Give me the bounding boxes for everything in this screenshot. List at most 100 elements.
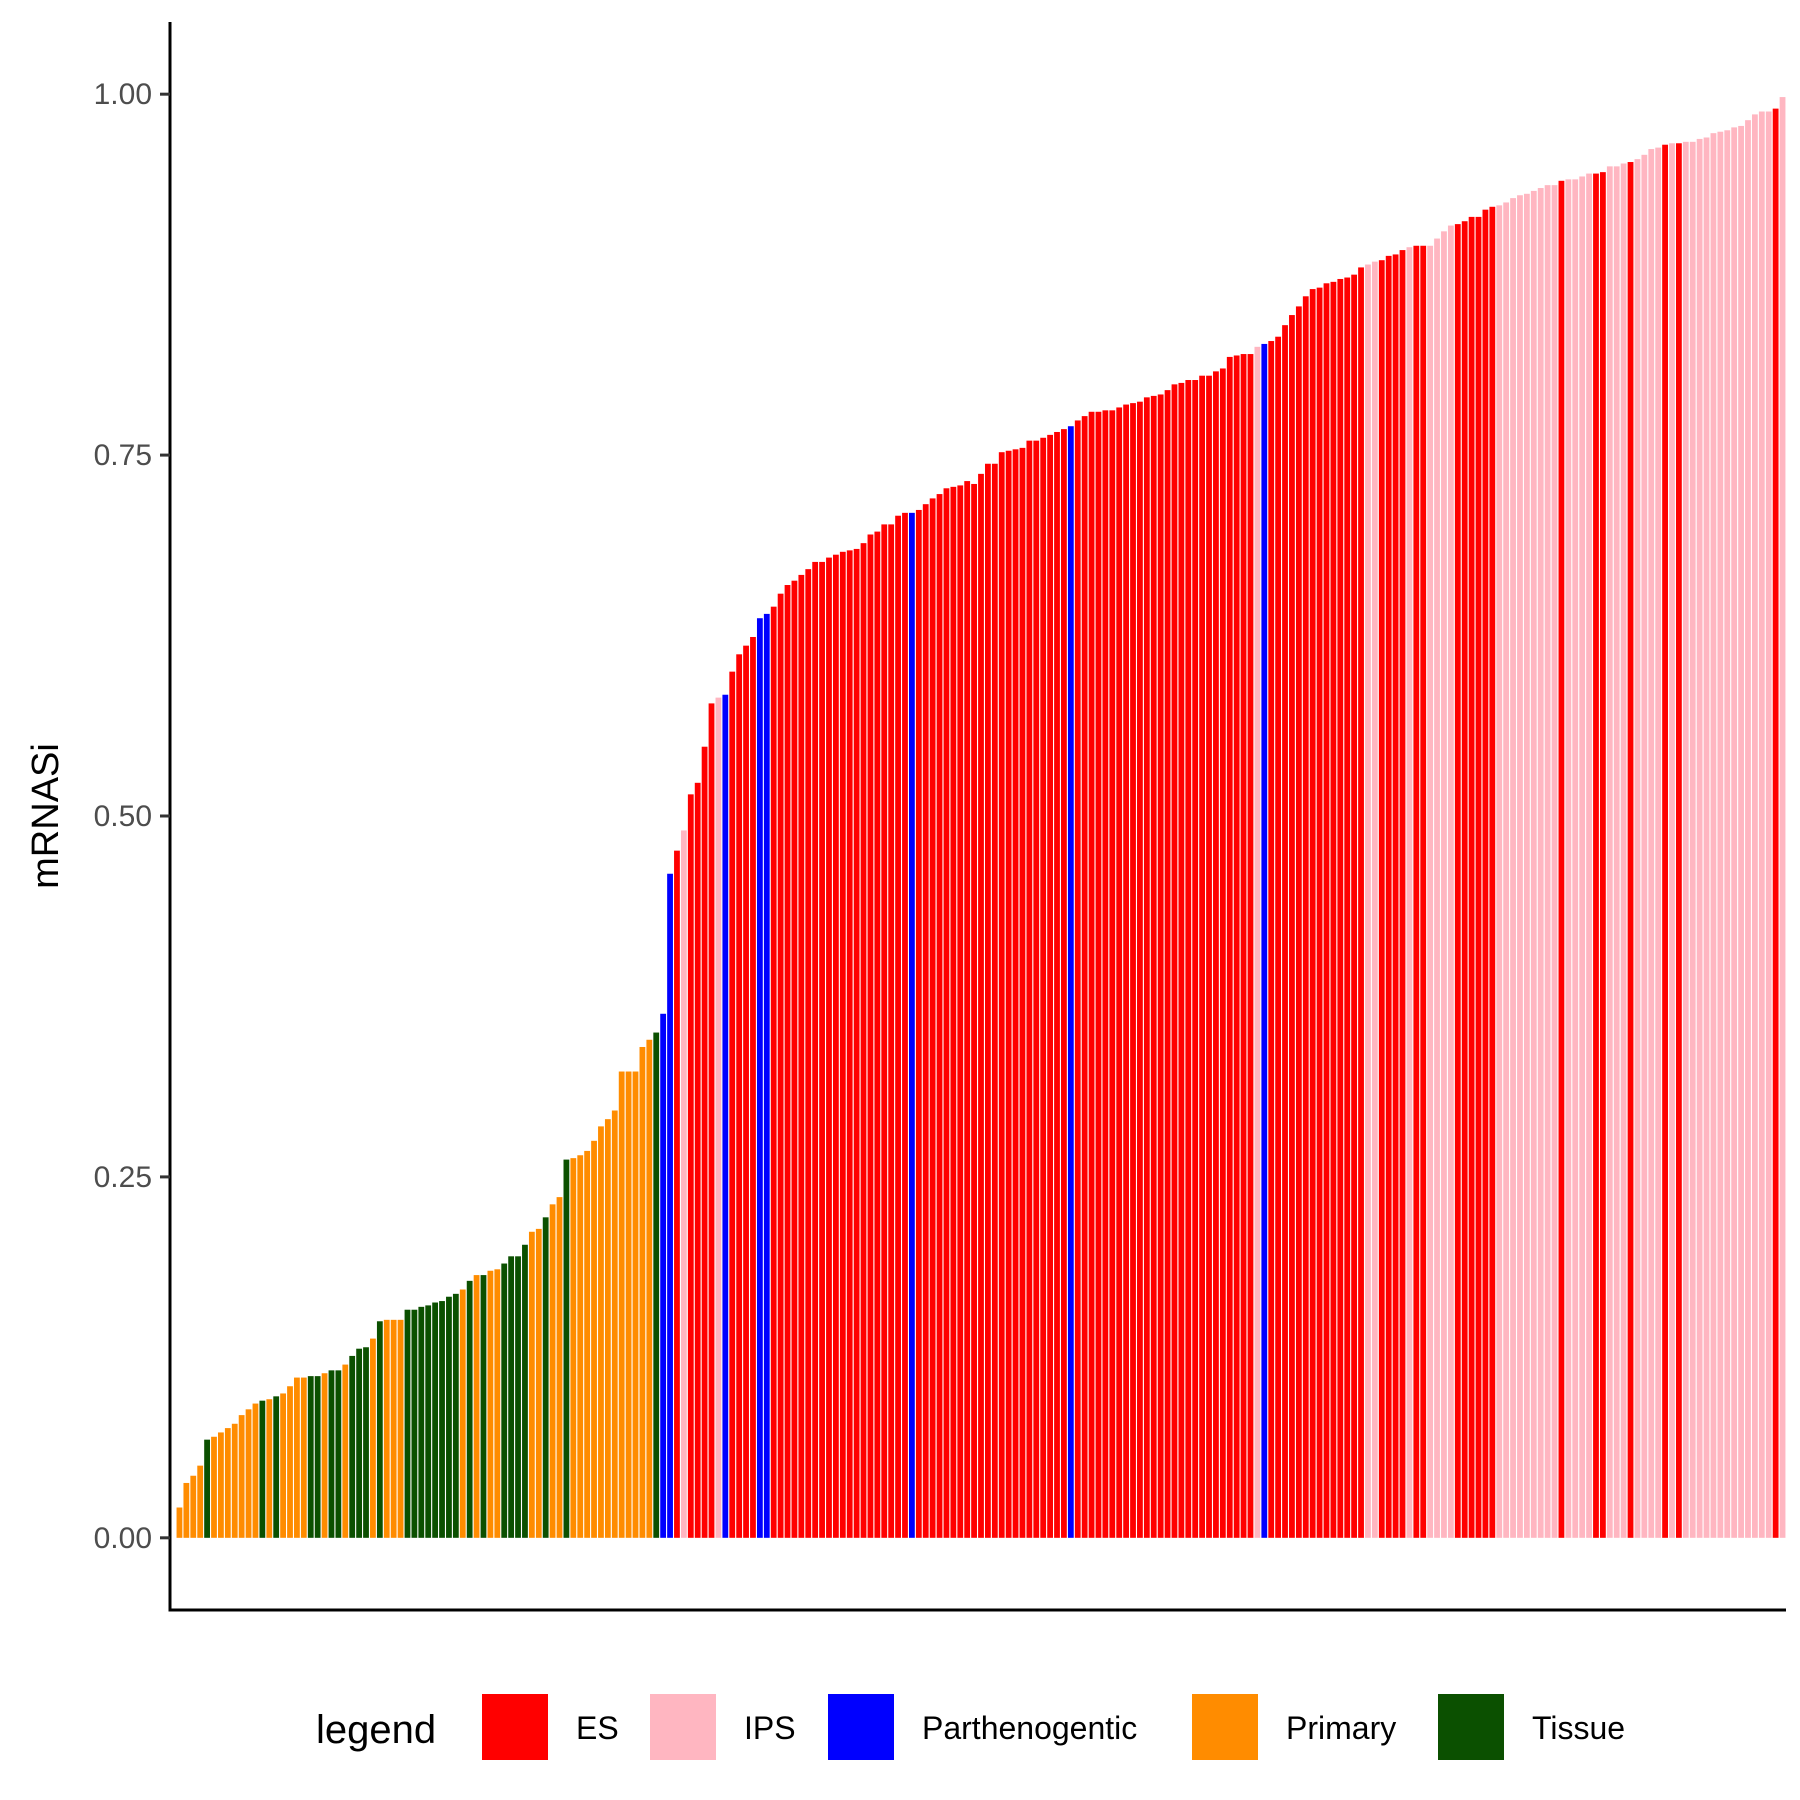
bar-es — [1593, 173, 1599, 1538]
bar-es — [1482, 209, 1489, 1538]
legend: legend ES IPS Parthenogentic Primary Tissue — [316, 1694, 1625, 1760]
bar-ips — [1496, 205, 1503, 1538]
bar-ips — [1724, 130, 1731, 1538]
bar-primary — [618, 1071, 625, 1538]
bar-es — [1337, 278, 1344, 1538]
bar-primary — [646, 1039, 653, 1538]
bar-tissue — [522, 1244, 528, 1538]
bar-ips — [1406, 247, 1413, 1538]
bar-tissue — [425, 1305, 432, 1538]
bar-ips — [1620, 163, 1627, 1538]
legend-label-parthenogentic: Parthenogentic — [922, 1710, 1137, 1746]
bar-es — [1143, 397, 1150, 1538]
bar-es — [1213, 371, 1219, 1538]
bar-primary — [321, 1373, 328, 1538]
bar-parthenogentic — [756, 618, 763, 1538]
bar-es — [729, 671, 736, 1538]
bar-primary — [639, 1046, 646, 1538]
bar-primary — [535, 1228, 542, 1538]
bar-es — [736, 654, 743, 1538]
bar-ips — [1441, 231, 1447, 1538]
legend-key-primary — [1192, 1694, 1258, 1760]
legend-label-es: ES — [576, 1710, 619, 1746]
bar-ips — [1434, 238, 1440, 1538]
bar-parthenogentic — [722, 694, 729, 1538]
bar-primary — [176, 1507, 183, 1538]
bar-primary — [224, 1428, 231, 1538]
bar-ips — [1758, 111, 1765, 1538]
bar-primary — [625, 1071, 632, 1538]
bar-es — [791, 580, 798, 1538]
bar-es — [867, 534, 874, 1538]
legend-label-tissue: Tissue — [1532, 1710, 1625, 1746]
bar-ips — [1738, 125, 1744, 1538]
bar-tissue — [273, 1396, 280, 1538]
bar-es — [1489, 206, 1496, 1538]
bar-primary — [287, 1386, 293, 1538]
bar-es — [846, 550, 853, 1538]
legend-key-es — [482, 1694, 548, 1760]
bar-es — [1420, 245, 1427, 1538]
bar-es — [743, 645, 749, 1538]
bar-ips — [1530, 190, 1537, 1538]
bar-parthenogentic — [1261, 343, 1268, 1538]
bar-es — [943, 488, 950, 1538]
bar-es — [902, 512, 908, 1538]
bar-es — [1454, 224, 1461, 1538]
bar-es — [1675, 143, 1682, 1538]
bar-primary — [549, 1204, 556, 1538]
bar-tissue — [563, 1159, 570, 1538]
bar-primary — [211, 1436, 217, 1538]
bar-tissue — [411, 1309, 418, 1538]
bar-tissue — [452, 1293, 459, 1538]
bar-es — [1081, 416, 1088, 1538]
bar-tissue — [259, 1400, 266, 1538]
bar-es — [1178, 382, 1185, 1538]
bar-es — [950, 486, 957, 1538]
bar-es — [860, 543, 867, 1538]
bar-primary — [266, 1399, 273, 1538]
legend-label-primary: Primary — [1286, 1710, 1396, 1746]
bar-ips — [1669, 143, 1675, 1538]
bar-primary — [197, 1465, 204, 1538]
bar-es — [1109, 410, 1116, 1538]
bar-es — [1116, 407, 1123, 1538]
bar-es — [1005, 450, 1012, 1538]
bar-es — [694, 782, 701, 1538]
bar-es — [1185, 380, 1192, 1538]
bar-es — [777, 593, 784, 1538]
bar-tissue — [328, 1370, 335, 1538]
bar-primary — [280, 1393, 286, 1538]
bar-tissue — [204, 1439, 210, 1538]
bar-es — [1289, 315, 1295, 1538]
bar-es — [1102, 410, 1109, 1538]
bar-es — [1061, 429, 1067, 1538]
bar-ips — [1696, 138, 1703, 1538]
bar-es — [1150, 395, 1157, 1538]
bar-primary — [556, 1197, 563, 1538]
bar-es — [1171, 384, 1178, 1538]
y-tick-label: 0.00 — [94, 1522, 152, 1555]
bar-tissue — [432, 1302, 439, 1538]
bar-tissue — [515, 1256, 521, 1538]
bar-parthenogentic — [909, 512, 915, 1538]
bar-es — [1772, 108, 1779, 1538]
y-tick-label: 1.00 — [94, 78, 152, 111]
bar-primary — [459, 1289, 466, 1538]
bar-es — [1268, 341, 1275, 1538]
bar-es — [1468, 216, 1475, 1538]
bar-ips — [1752, 114, 1758, 1538]
bar-primary — [397, 1319, 404, 1538]
bar-ips — [1717, 131, 1724, 1538]
bar-tissue — [335, 1370, 342, 1538]
bar-es — [839, 551, 846, 1538]
bar-es — [1399, 250, 1406, 1538]
bar-es — [1302, 296, 1309, 1538]
bar-es — [936, 494, 943, 1538]
bar-primary — [577, 1155, 584, 1538]
bar-tissue — [349, 1355, 356, 1538]
bar-es — [1330, 281, 1337, 1538]
bar-tissue — [439, 1301, 445, 1538]
bar-ips — [1641, 154, 1648, 1538]
bar-es — [1358, 267, 1364, 1538]
